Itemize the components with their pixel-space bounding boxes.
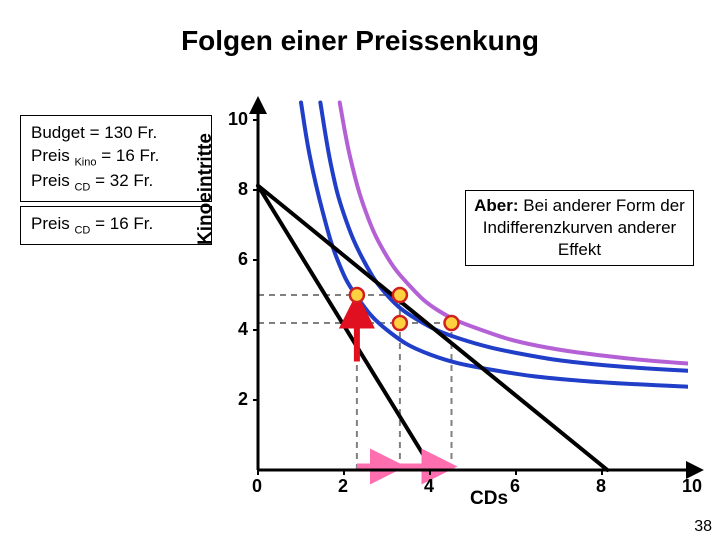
- y-tick: 6: [238, 249, 248, 270]
- slide: Folgen einer Preissenkung Budget = 130 F…: [0, 0, 720, 540]
- x-tick: 8: [596, 476, 606, 497]
- slide-number: 38: [694, 518, 712, 536]
- x-tick: 4: [424, 476, 434, 497]
- y-tick: 10: [228, 109, 248, 130]
- x-tick: 6: [510, 476, 520, 497]
- x-tick: 2: [338, 476, 348, 497]
- y-tick: 2: [238, 389, 248, 410]
- y-tick: 4: [238, 319, 248, 340]
- x-tick: 0: [252, 476, 262, 497]
- y-tick: 8: [238, 179, 248, 200]
- x-tick: 10: [682, 476, 702, 497]
- chart: [0, 0, 720, 540]
